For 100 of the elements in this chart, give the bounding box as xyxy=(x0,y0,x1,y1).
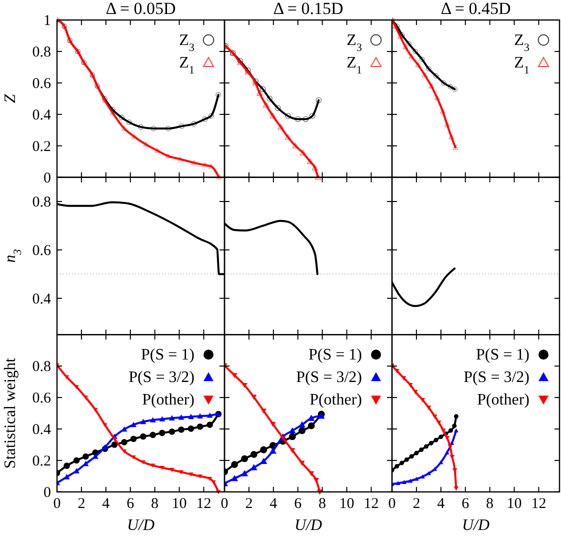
legend-label: P(S = 3/2) xyxy=(464,369,530,386)
y-tick-label: 1 xyxy=(44,13,51,29)
point xyxy=(452,144,458,150)
legend-label: P(other) xyxy=(142,392,194,409)
point xyxy=(191,160,196,165)
point xyxy=(179,124,184,129)
y-tick-label: 0.4 xyxy=(32,422,52,438)
y-tick-label: 0.4 xyxy=(32,107,52,124)
y-axis-title: Z xyxy=(2,93,19,104)
point xyxy=(285,113,291,119)
x-tick-label: 12 xyxy=(364,496,379,512)
x-axis-title: U/D xyxy=(126,516,155,534)
point xyxy=(126,120,132,125)
y-tick-label: 0 xyxy=(44,484,51,501)
x-tick-label: 8 xyxy=(318,496,326,512)
x-tick-label: 0 xyxy=(220,496,228,512)
point xyxy=(292,142,298,148)
y-tick-label: 0 xyxy=(44,170,51,186)
y-tick-label: 0.2 xyxy=(32,138,51,155)
point xyxy=(415,62,421,68)
x-tick-label: 10 xyxy=(339,496,354,512)
x-tick-label: 10 xyxy=(172,496,187,512)
point xyxy=(412,48,418,54)
point xyxy=(420,56,425,62)
y-tick-label: 0.8 xyxy=(32,194,51,210)
point xyxy=(202,116,208,122)
point xyxy=(275,105,281,111)
y-tick-label: 0.8 xyxy=(32,44,51,60)
legend-label: P(other) xyxy=(310,392,362,409)
point xyxy=(166,154,171,158)
point xyxy=(408,54,414,58)
point xyxy=(256,90,263,96)
point xyxy=(300,150,306,156)
chart-title: Δ = 0.15D xyxy=(273,0,344,18)
x-tick-label: 12 xyxy=(531,496,546,512)
x-tick-label: 2 xyxy=(245,496,253,512)
x-tick-label: 4 xyxy=(102,496,110,512)
line-series xyxy=(57,18,222,180)
point xyxy=(178,156,183,162)
x-axis-title: U/D xyxy=(294,516,322,534)
point xyxy=(260,86,266,92)
point xyxy=(452,86,458,92)
x-tick-label: 6 xyxy=(462,496,470,512)
y-tick-label: 0.6 xyxy=(32,390,52,407)
point xyxy=(310,113,316,119)
point xyxy=(428,83,434,88)
legend-label: Z$_{3}$ xyxy=(514,32,530,54)
point xyxy=(278,124,284,130)
x-tick-label: 4 xyxy=(437,496,446,512)
y-tick-label: 0.6 xyxy=(32,76,52,92)
x-tick-label: 6 xyxy=(294,496,302,512)
x-tick-label: 4 xyxy=(270,496,278,512)
x-tick-label: 2 xyxy=(78,496,86,512)
point xyxy=(312,164,318,170)
point xyxy=(302,116,309,122)
point xyxy=(402,44,408,49)
point xyxy=(216,92,222,98)
point xyxy=(208,113,214,119)
x-tick-label: 10 xyxy=(506,496,522,512)
point xyxy=(448,84,454,90)
y-tick-label: 0.8 xyxy=(32,359,51,376)
chart-title: Δ = 0.05D xyxy=(106,0,176,18)
chart-title: Δ = 0.45D xyxy=(440,0,511,18)
point xyxy=(110,110,116,115)
line-series xyxy=(57,363,221,494)
x-tick-label: 8 xyxy=(151,496,159,512)
point xyxy=(191,121,197,126)
point xyxy=(270,112,276,118)
legend-label: Z$_{3}$ xyxy=(346,32,362,54)
point xyxy=(441,80,446,86)
point xyxy=(263,102,270,108)
legend-label: P(S = 3/2) xyxy=(128,369,194,386)
point xyxy=(119,114,124,120)
point xyxy=(150,126,156,132)
y-tick-label: 0.2 xyxy=(32,453,51,470)
point xyxy=(295,116,301,122)
point xyxy=(307,158,314,164)
legend-label: P(S = 1) xyxy=(476,346,530,364)
x-tick-label: 0 xyxy=(388,496,396,512)
point xyxy=(448,134,454,140)
point xyxy=(433,73,439,78)
x-tick-label: 6 xyxy=(126,496,135,512)
legend-label: P(S = 1) xyxy=(308,346,362,364)
point xyxy=(154,148,160,153)
point xyxy=(426,66,432,72)
point xyxy=(315,174,322,180)
y-tick-label: 0.6 xyxy=(32,242,52,259)
y-axis-title: Statistical weight xyxy=(2,357,19,469)
point xyxy=(444,122,450,127)
legend-label: Z$_{1}$ xyxy=(179,54,194,76)
x-tick-label: 2 xyxy=(412,496,420,512)
legend-label: Z$_{3}$ xyxy=(179,32,195,54)
legend-label: P(S = 1) xyxy=(141,346,194,364)
legend-label: P(other) xyxy=(477,392,530,409)
point xyxy=(138,124,144,130)
legend-label: Z$_{1}$ xyxy=(346,54,362,76)
point xyxy=(202,162,208,168)
y-tick-label: 0.4 xyxy=(32,291,52,308)
legend-label: P(S = 3/2) xyxy=(296,369,362,386)
x-axis-title: U/D xyxy=(462,516,490,534)
